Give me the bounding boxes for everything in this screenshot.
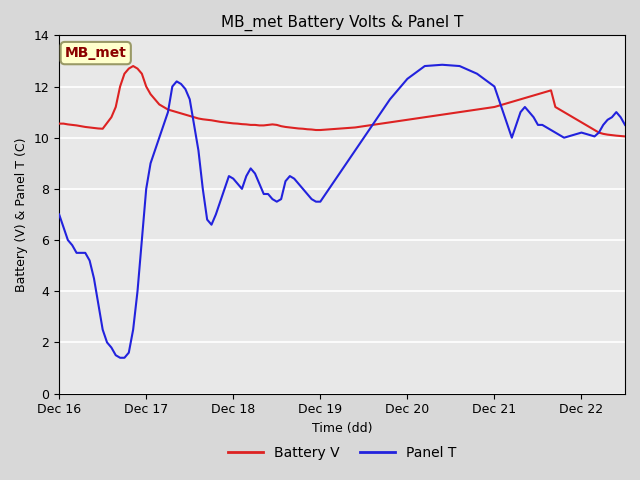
Y-axis label: Battery (V) & Panel T (C): Battery (V) & Panel T (C) [15, 137, 28, 292]
Legend: Battery V, Panel T: Battery V, Panel T [222, 440, 462, 466]
X-axis label: Time (dd): Time (dd) [312, 422, 372, 435]
Title: MB_met Battery Volts & Panel T: MB_met Battery Volts & Panel T [221, 15, 463, 31]
Text: MB_met: MB_met [65, 46, 127, 60]
